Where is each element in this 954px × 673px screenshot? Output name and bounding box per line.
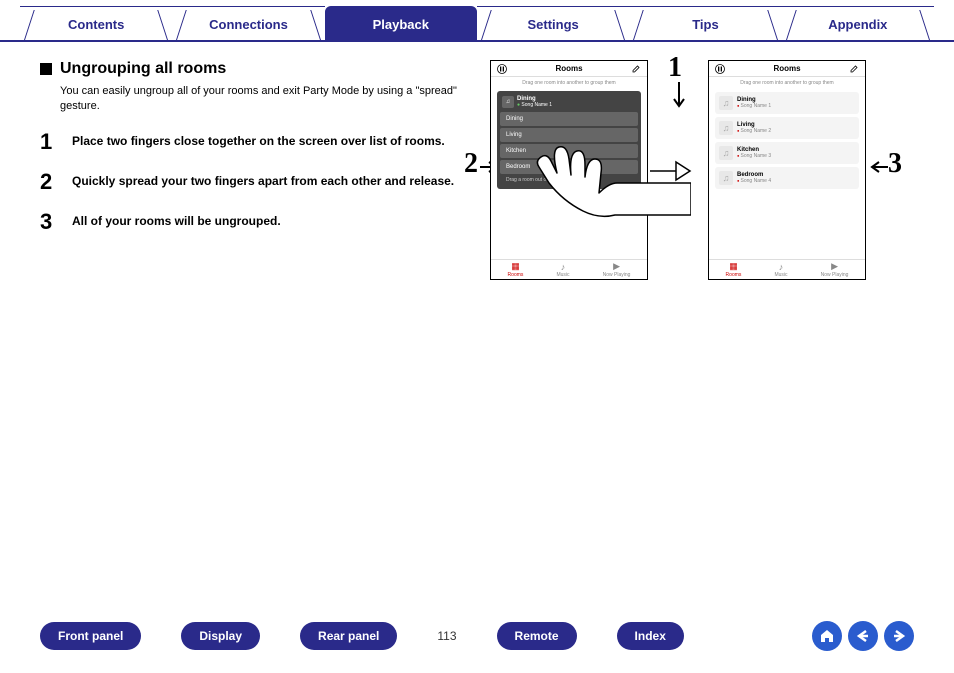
annotation-1: 1 — [668, 52, 682, 84]
music-note-icon: ♫ — [502, 96, 514, 108]
room-song: Song Name 4 — [737, 178, 771, 184]
edit-icon — [631, 64, 641, 74]
grouped-room: Dining — [500, 112, 638, 126]
nav-index[interactable]: Index — [617, 622, 684, 650]
phone-before: Rooms Drag one room into another to grou… — [490, 60, 648, 280]
nav-remote[interactable]: Remote — [497, 622, 577, 650]
grouped-room: Bedroom — [500, 160, 638, 174]
tab-playback[interactable]: Playback — [325, 6, 477, 40]
spread-arrow-right-icon — [648, 156, 692, 186]
pause-icon — [497, 64, 507, 74]
room-item: ♫ BedroomSong Name 4 — [715, 167, 859, 189]
step-number: 3 — [40, 209, 58, 235]
tab-appendix[interactable]: Appendix — [782, 6, 934, 40]
phone-bottom-nav: ▦Rooms ♪Music ▶Now Playing — [709, 259, 865, 279]
phone-hint: Drag one room into another to group them — [709, 77, 865, 89]
home-button[interactable] — [812, 621, 842, 651]
phone-header: Rooms — [491, 61, 647, 77]
annotation-3: 3 — [888, 148, 902, 180]
nav-display[interactable]: Display — [181, 622, 260, 650]
step-number: 1 — [40, 129, 58, 155]
instructions-column: Ungrouping all rooms You can easily ungr… — [40, 60, 460, 280]
nav-rooms: ▦Rooms — [508, 261, 524, 278]
main-content: Ungrouping all rooms You can easily ungr… — [0, 42, 954, 280]
nav-nowplaying: ▶Now Playing — [821, 261, 849, 278]
tab-tips[interactable]: Tips — [629, 6, 781, 40]
phone-hint: Drag one room into another to group them — [491, 77, 647, 89]
bottom-nav: Front panel Display Rear panel 113 Remot… — [0, 621, 954, 651]
tab-settings[interactable]: Settings — [477, 6, 629, 40]
group-footer: Drag a room out of this group to ungroup… — [500, 174, 638, 186]
grouped-room: Living — [500, 128, 638, 142]
music-icon: ♪ — [556, 262, 569, 272]
music-note-icon: ♫ — [719, 96, 733, 110]
phone-title: Rooms — [555, 64, 582, 73]
arrow-left-icon — [854, 627, 872, 645]
page-number: 113 — [437, 629, 456, 643]
prev-button[interactable] — [848, 621, 878, 651]
illustration-column: 1 2 3 Rooms — [490, 60, 924, 280]
play-icon: ▶ — [603, 261, 631, 272]
tab-connections[interactable]: Connections — [172, 6, 324, 40]
room-item: ♫ KitchenSong Name 3 — [715, 142, 859, 164]
nav-nowplaying: ▶Now Playing — [603, 261, 631, 278]
phone-illustrations: 1 2 3 Rooms — [490, 60, 924, 280]
nav-music: ♪Music — [774, 262, 787, 278]
grouped-room: Kitchen — [500, 144, 638, 158]
music-note-icon: ♫ — [719, 146, 733, 160]
music-icon: ♪ — [774, 262, 787, 272]
group-song: Song Name 1 — [521, 102, 552, 108]
arrow-down-icon — [672, 82, 686, 112]
step-1: 1 Place two fingers close together on th… — [40, 129, 460, 155]
room-song: Song Name 3 — [737, 153, 771, 159]
nav-music: ♪Music — [556, 262, 569, 278]
room-item: ♫ DiningSong Name 1 — [715, 92, 859, 114]
section-title: Ungrouping all rooms — [40, 60, 460, 78]
arrow-right-icon — [890, 627, 908, 645]
step-text: All of your rooms will be ungrouped. — [72, 209, 281, 235]
nav-icons — [812, 621, 914, 651]
phone-title: Rooms — [773, 64, 800, 73]
phone-header: Rooms — [709, 61, 865, 77]
nav-rear-panel[interactable]: Rear panel — [300, 622, 397, 650]
home-icon — [818, 627, 836, 645]
steps-list: 1 Place two fingers close together on th… — [40, 129, 460, 235]
room-song: Song Name 2 — [737, 128, 771, 134]
room-group-head: ♫ Dining ● Song Name 1 — [500, 94, 638, 110]
music-note-icon: ♫ — [719, 171, 733, 185]
arrow-left-icon — [870, 160, 888, 174]
section-title-text: Ungrouping all rooms — [60, 60, 226, 78]
step-number: 2 — [40, 169, 58, 195]
step-text: Place two fingers close together on the … — [72, 129, 445, 155]
phone-after: Rooms Drag one room into another to grou… — [708, 60, 866, 280]
step-3: 3 All of your rooms will be ungrouped. — [40, 209, 460, 235]
nav-front-panel[interactable]: Front panel — [40, 622, 141, 650]
rooms-icon: ▦ — [508, 261, 524, 272]
edit-icon — [849, 64, 859, 74]
top-tabs: Contents Connections Playback Settings T… — [0, 0, 954, 42]
annotation-2: 2 — [464, 148, 478, 180]
next-button[interactable] — [884, 621, 914, 651]
room-group: ♫ Dining ● Song Name 1 Dining Living Kit… — [497, 91, 641, 189]
section-intro: You can easily ungroup all of your rooms… — [60, 84, 460, 115]
rooms-icon: ▦ — [726, 261, 742, 272]
step-text: Quickly spread your two fingers apart fr… — [72, 169, 454, 195]
phone-bottom-nav: ▦Rooms ♪Music ▶Now Playing — [491, 259, 647, 279]
pause-icon — [715, 64, 725, 74]
tab-contents[interactable]: Contents — [20, 6, 172, 40]
step-2: 2 Quickly spread your two fingers apart … — [40, 169, 460, 195]
nav-rooms: ▦Rooms — [726, 261, 742, 278]
play-icon: ▶ — [821, 261, 849, 272]
square-bullet-icon — [40, 63, 52, 75]
room-song: Song Name 1 — [737, 103, 771, 109]
room-item: ♫ LivingSong Name 2 — [715, 117, 859, 139]
music-note-icon: ♫ — [719, 121, 733, 135]
